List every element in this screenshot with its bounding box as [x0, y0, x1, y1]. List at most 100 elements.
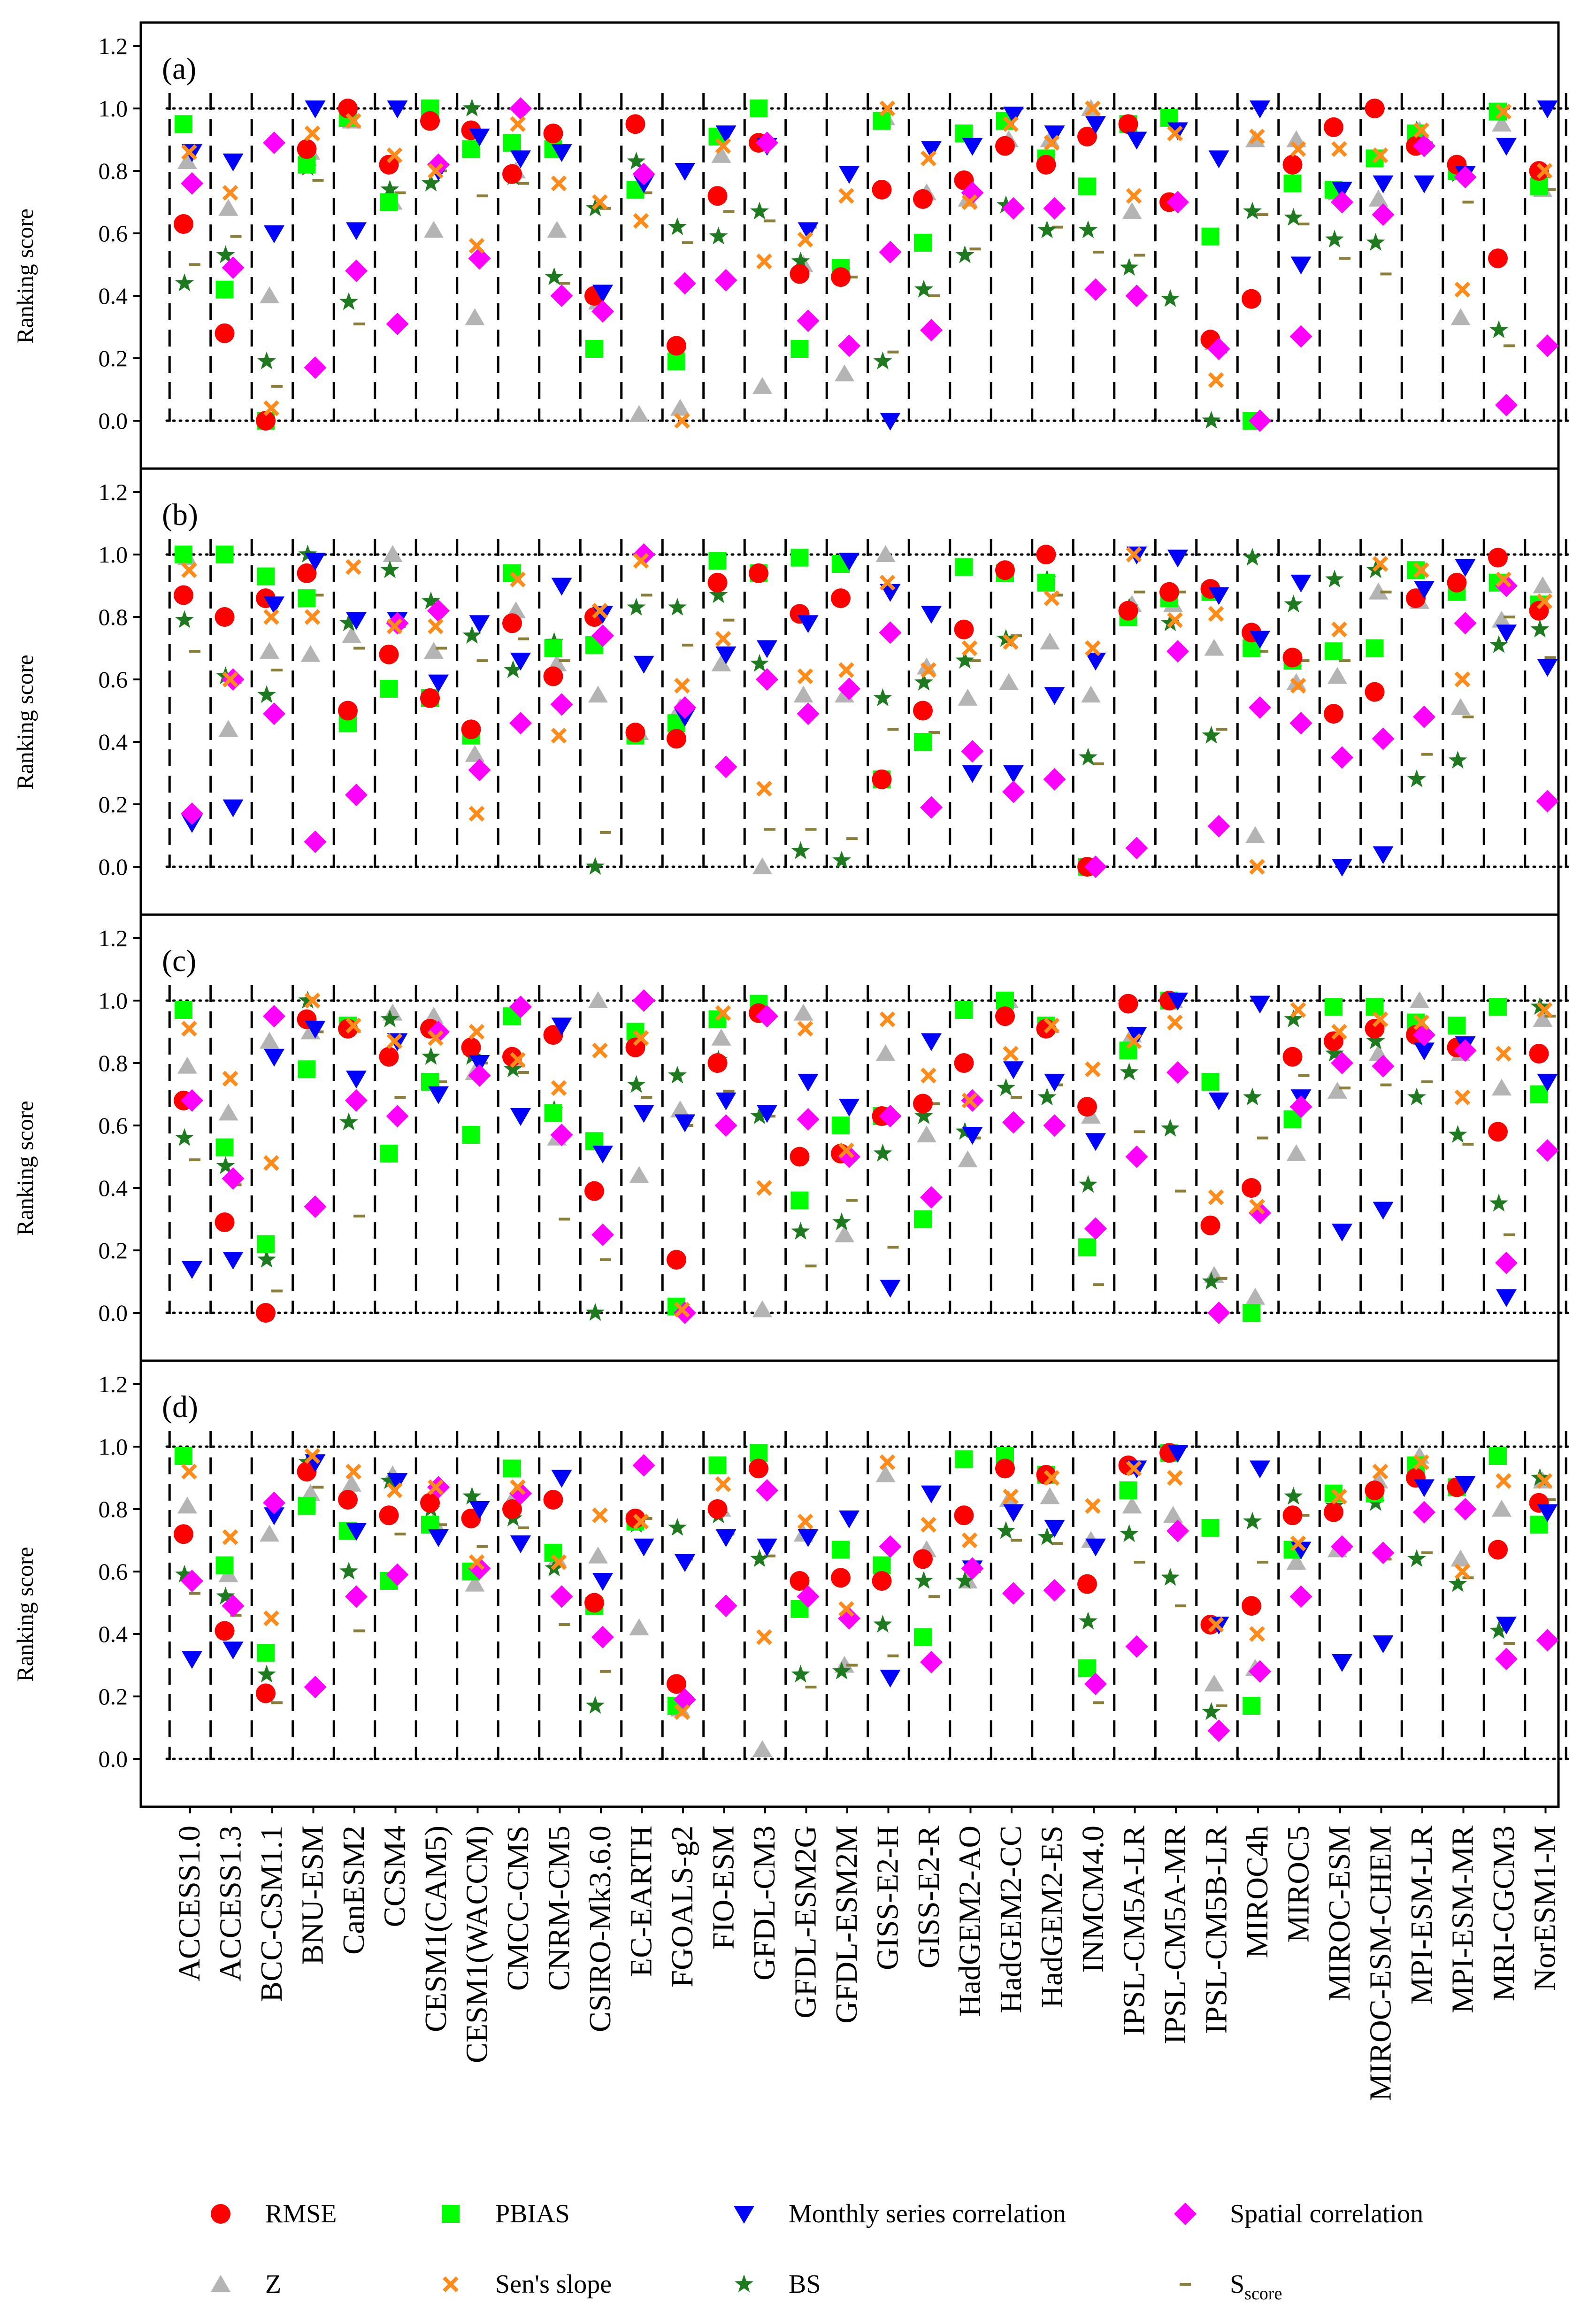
- data-point-corr: [839, 1510, 859, 1528]
- data-point-spat: [550, 1585, 573, 1608]
- data-point-z: [752, 857, 772, 874]
- data-point-z: [260, 1032, 279, 1049]
- data-point-sen: [921, 662, 936, 678]
- data-point-bs: [955, 245, 974, 263]
- category-label: INMCM4.0: [1076, 1826, 1110, 1973]
- data-point-sen: [879, 575, 896, 591]
- data-point-z: [342, 1474, 361, 1492]
- data-point-spat: [345, 259, 368, 282]
- data-point-rmse: [667, 1249, 686, 1270]
- data-point-sen: [879, 100, 896, 116]
- data-point-spat: [1084, 855, 1107, 878]
- data-point-spat: [879, 1105, 902, 1128]
- panel-frame: [139, 913, 1560, 1362]
- data-point-bs: [545, 267, 564, 285]
- legend-item-pbias: PBIAS: [442, 2199, 570, 2228]
- y-axis-title: Ranking score: [12, 655, 38, 789]
- data-point-pbias: [1448, 1017, 1466, 1035]
- data-point-corr: [1537, 1504, 1558, 1522]
- data-point-sscore: [518, 637, 529, 640]
- data-point-sscore: [764, 1554, 775, 1557]
- data-point-corr: [675, 163, 695, 181]
- data-point-sen: [838, 1142, 854, 1159]
- data-point-sen: [551, 727, 567, 744]
- data-point-z: [177, 152, 197, 170]
- category-label: MIROC-ESM-CHEM: [1364, 1826, 1398, 2101]
- data-point-pbias: [1201, 1072, 1220, 1091]
- data-point-z: [1122, 202, 1142, 219]
- data-point-sscore: [682, 643, 693, 647]
- data-point-sen: [468, 1554, 485, 1570]
- data-point-sen: [715, 631, 731, 647]
- data-point-bs: [1489, 1621, 1508, 1639]
- data-point-pbias: [790, 548, 809, 567]
- data-point-spat: [714, 1595, 737, 1618]
- data-point-bs: [586, 1303, 605, 1321]
- y-tick-label: 0.2: [99, 791, 128, 817]
- data-point-sen: [304, 993, 321, 1009]
- data-point-sen: [961, 640, 978, 656]
- data-point-spat: [1002, 780, 1025, 803]
- data-point-corr: [264, 1507, 284, 1526]
- data-point-rmse: [215, 1212, 235, 1233]
- data-point-bs: [873, 351, 892, 370]
- data-point-corr: [592, 1572, 613, 1591]
- y-tick-label: 0.0: [99, 408, 128, 434]
- data-point-sscore: [1134, 254, 1145, 257]
- data-point-spat: [674, 696, 696, 719]
- data-point-sen: [1331, 1024, 1347, 1040]
- data-point-rmse: [995, 1458, 1015, 1479]
- data-point-spat: [263, 702, 285, 725]
- legend-label-sen: Sen's slope: [495, 2270, 612, 2299]
- data-point-sscore: [476, 1545, 488, 1548]
- data-point-corr: [633, 655, 654, 674]
- data-point-spat: [632, 989, 655, 1012]
- data-point-sen: [1208, 372, 1224, 388]
- data-point-bs: [1161, 1568, 1180, 1586]
- data-point-rmse: [420, 688, 440, 708]
- data-point-spat: [345, 784, 368, 807]
- data-point-sscore: [1093, 250, 1104, 254]
- data-point-sscore: [1093, 1283, 1104, 1287]
- data-point-sscore: [230, 235, 242, 238]
- data-point-corr: [1332, 181, 1352, 200]
- data-point-sscore: [887, 350, 899, 354]
- data-point-spat: [1207, 1719, 1230, 1742]
- data-point-rmse: [790, 1571, 810, 1591]
- y-tick-label: 0.2: [99, 345, 128, 371]
- data-point-corr: [1126, 131, 1147, 150]
- data-point-sen: [428, 163, 444, 179]
- data-point-sen: [674, 1302, 690, 1318]
- data-point-z: [260, 642, 279, 659]
- data-point-pbias: [1530, 1085, 1548, 1103]
- data-point-bs: [1448, 750, 1467, 769]
- y-tick-label: 0.0: [99, 854, 128, 880]
- data-point-spat: [1331, 1535, 1353, 1558]
- data-point-corr: [1044, 1519, 1065, 1538]
- data-point-sen: [1496, 1473, 1512, 1489]
- data-point-sen: [1044, 1470, 1060, 1486]
- data-point-sen: [386, 618, 403, 634]
- data-point-sen: [304, 125, 321, 142]
- data-point-corr: [921, 1485, 942, 1503]
- data-point-sen: [1208, 606, 1224, 622]
- data-point-sen: [921, 1517, 936, 1533]
- data-point-spat: [1454, 612, 1477, 635]
- data-point-spat: [550, 285, 573, 307]
- data-point-rmse: [1118, 114, 1138, 134]
- data-point-pbias: [1489, 1447, 1507, 1465]
- data-point-z: [1450, 308, 1471, 325]
- legend-marker-spat: [1174, 2203, 1197, 2225]
- data-point-spat: [797, 702, 820, 725]
- data-point-corr: [921, 141, 942, 159]
- data-point-z: [300, 1484, 321, 1501]
- data-point-bs: [914, 672, 933, 691]
- data-point-bs: [709, 226, 728, 245]
- data-point-rmse: [461, 1508, 481, 1528]
- data-point-spat: [509, 712, 532, 735]
- data-point-spat: [1002, 1582, 1025, 1605]
- data-point-spat: [1166, 191, 1189, 214]
- data-point-rmse: [174, 585, 193, 605]
- data-point-spat: [304, 1195, 327, 1218]
- data-point-spat: [1413, 134, 1435, 157]
